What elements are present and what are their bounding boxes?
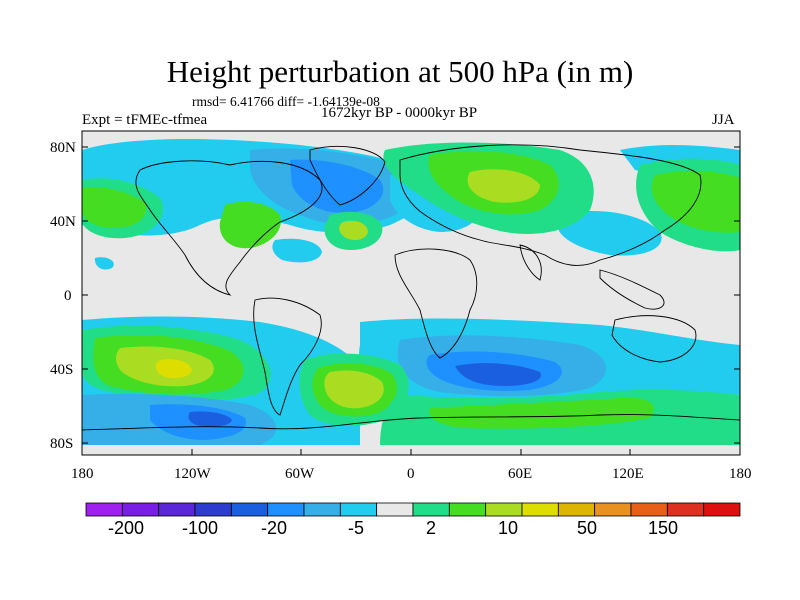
anomaly-neg-east-asia (558, 211, 662, 256)
colorbar-label: 10 (497, 518, 519, 538)
xlabel-60e: 60E (508, 466, 533, 482)
anomaly-neg-greenland (290, 159, 384, 214)
coast-australia (611, 315, 697, 363)
anomaly-pos-siberia-core (467, 169, 540, 203)
colorbar-swatch (521, 502, 559, 517)
colorbar-label: -200 (107, 518, 145, 538)
axis-ticks (82, 146, 740, 455)
ylabel-0: 0 (64, 288, 72, 304)
colorbar-swatch (412, 502, 450, 517)
colorbar-label: -20 (260, 518, 288, 538)
colorbar-swatch (703, 502, 741, 517)
colorbar (85, 502, 741, 517)
coast-antarctica (82, 414, 740, 431)
colorbar-label: -100 (181, 518, 219, 538)
colorbar-swatch (594, 502, 632, 517)
colorbar-swatch (267, 502, 305, 517)
coast-eurasia (399, 144, 702, 266)
anomaly-pos-alaska-mid (82, 187, 147, 228)
ylabel-80n: 80N (50, 140, 76, 156)
colorbar-swatch (557, 502, 596, 517)
coast-greenland (309, 145, 386, 206)
colorbar-swatch (85, 502, 123, 517)
coast-south-america (253, 297, 322, 416)
xlabel-60w: 60W (285, 466, 315, 482)
coastlines (82, 144, 740, 431)
ylabel-40n: 40N (50, 214, 76, 230)
anomaly-pos-south-pacific-core (155, 359, 192, 379)
anomaly-pos-namerica (219, 201, 281, 249)
colorbar-swatch (448, 502, 487, 517)
anomaly-pos-pacific-ne-mid (651, 171, 740, 233)
colorbar-swatch (158, 502, 196, 517)
coast-africa (394, 248, 478, 359)
colorbar-swatch (121, 502, 160, 517)
colorbar-swatch (376, 502, 414, 517)
anomaly-pos-south-atlantic-core (324, 370, 384, 409)
plot-title: Height perturbation at 500 hPa (in m) (166, 54, 634, 89)
colorbar-swatch (230, 502, 269, 517)
colorbar-swatch (194, 502, 232, 517)
stats-text: rmsd= 6.41766 diff= -1.64139e-08 (192, 94, 380, 109)
colorbar-label: 150 (647, 518, 679, 538)
coast-southeast-asia (599, 269, 665, 310)
anomaly-pos-antarctic-indian-mid (429, 397, 654, 429)
anomaly-neg-subtropics-west (272, 238, 322, 263)
season-label: JJA (712, 112, 735, 128)
colorbar-label: -5 (347, 518, 365, 538)
ylabel-80s: 80S (50, 436, 74, 452)
colorbar-label: 50 (576, 518, 598, 538)
anomaly-pos-atlantic-core (339, 220, 368, 240)
colorbar-swatch (630, 502, 668, 517)
anomaly-neg-south-indian-core (455, 363, 541, 386)
xlabel-0: 0 (407, 466, 415, 482)
colorbar-swatch (666, 502, 705, 517)
anomaly-neg-small-pacific (94, 257, 114, 270)
colorbar-swatch (303, 502, 341, 517)
xlabel-120e: 120E (612, 466, 644, 482)
xlabel-180e: 180 (729, 466, 752, 482)
period-label: 1672kyr BP - 0000kyr BP (321, 105, 478, 121)
experiment-label: Expt = tFMEc-tfmea (82, 112, 208, 128)
colorbar-swatch (339, 502, 378, 517)
anomaly-neg-antarctic-west-core (188, 411, 232, 427)
coast-indian-subcontinent (519, 244, 542, 281)
xlabel-180w: 180 (71, 466, 94, 482)
colorbar-label: 2 (425, 518, 437, 538)
xlabel-120w: 120W (174, 466, 211, 482)
colorbar-swatch (485, 502, 523, 517)
ylabel-40s: 40S (50, 362, 74, 378)
coast-north-america (135, 160, 323, 296)
field-shading (82, 138, 740, 445)
